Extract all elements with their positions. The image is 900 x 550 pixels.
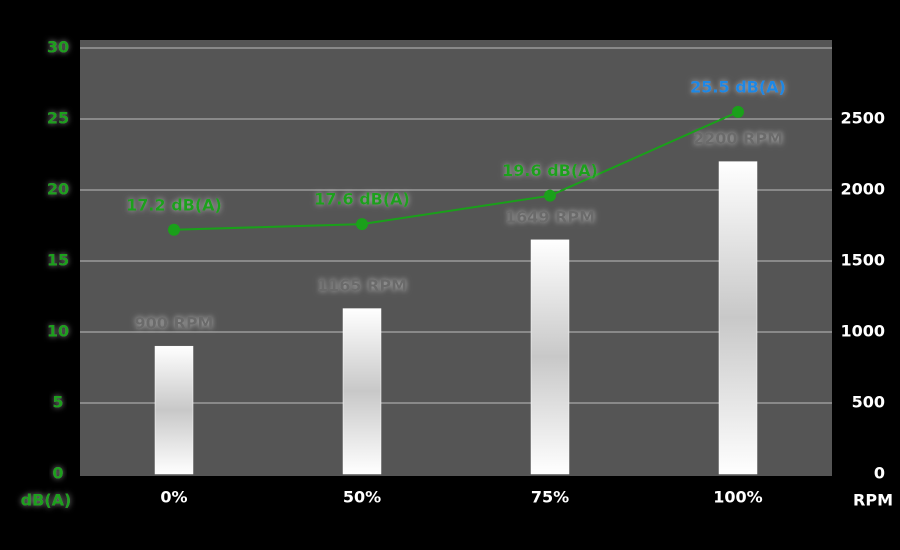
y2-tick-label: 2000 bbox=[840, 180, 885, 199]
bar bbox=[154, 345, 194, 475]
line-value-label: 17.6 dB(A) bbox=[314, 190, 410, 209]
x-tick-label: 50% bbox=[343, 488, 381, 507]
line-value-label: 19.6 dB(A) bbox=[502, 161, 598, 180]
y2-tick-label: 1000 bbox=[840, 322, 885, 341]
y2-tick-label: 1500 bbox=[840, 251, 885, 270]
y-tick-label: 20 bbox=[47, 180, 69, 199]
y2-tick-label: 0 bbox=[874, 464, 885, 483]
bar-value-label: 900 RPM bbox=[135, 314, 214, 333]
y2-tick-label: 2500 bbox=[840, 109, 885, 128]
bar bbox=[530, 239, 570, 475]
bar-value-label: 2200 RPM bbox=[693, 129, 783, 148]
line-point bbox=[544, 189, 556, 202]
x-tick-label: 75% bbox=[531, 488, 569, 507]
y2-tick-label: 500 bbox=[852, 393, 885, 412]
bar-value-label: 1649 RPM bbox=[505, 207, 595, 226]
x-tick-label: 0% bbox=[160, 488, 187, 507]
y-axis-label: dB(A) bbox=[21, 491, 72, 510]
y-tick-label: 0 bbox=[52, 464, 63, 483]
line-point bbox=[356, 218, 368, 231]
x-tick-label: 100% bbox=[713, 488, 762, 507]
bar-value-label: 1165 RPM bbox=[317, 276, 407, 295]
line-value-label: 17.2 dB(A) bbox=[126, 195, 222, 214]
bar bbox=[718, 161, 758, 475]
line bbox=[173, 110, 739, 231]
y-tick-label: 30 bbox=[47, 38, 69, 57]
line-point bbox=[732, 105, 744, 118]
line-value-label: 25.5 dB(A) bbox=[690, 77, 786, 96]
y2-axis-label: RPM bbox=[853, 491, 893, 510]
y-tick-label: 10 bbox=[47, 322, 69, 341]
y-tick-label: 15 bbox=[47, 251, 69, 270]
y-tick-label: 25 bbox=[47, 109, 69, 128]
line-point bbox=[168, 223, 180, 236]
y-tick-label: 5 bbox=[52, 393, 63, 412]
bar bbox=[342, 308, 382, 475]
